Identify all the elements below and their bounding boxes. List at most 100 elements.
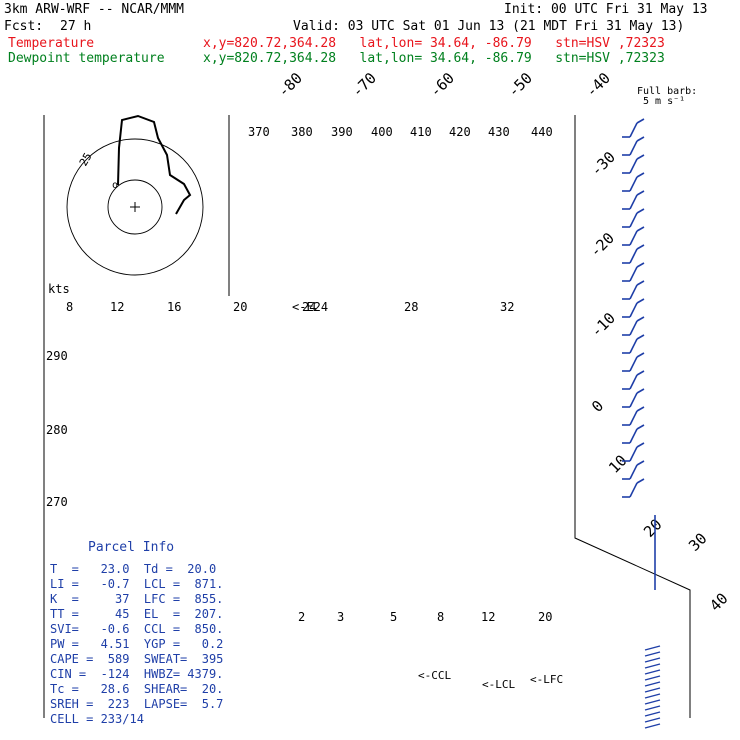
wind-barb <box>629 302 638 318</box>
wind-barb <box>636 370 645 376</box>
wind-barb <box>644 669 661 675</box>
hodograph-ring-label: 25 <box>77 150 95 168</box>
wind-barb <box>629 140 638 156</box>
parcel-row: CIN = -124 HWBZ= 4379. <box>50 667 224 681</box>
parcel-row: K = 37 LFC = 855. <box>50 592 224 606</box>
theta-label: 390 <box>331 125 353 139</box>
parcel-info-title: Parcel Info <box>88 540 175 555</box>
legend-temperature: Temperature <box>8 36 95 51</box>
wind-barb <box>636 226 645 232</box>
wind-barb <box>629 446 638 462</box>
wind-barb <box>636 190 645 196</box>
wind-barb <box>636 442 645 448</box>
wind-barb <box>644 705 661 711</box>
theta-label: 410 <box>410 125 432 139</box>
wind-barb <box>629 356 638 372</box>
parcel-row: CAPE = 589 SWEAT= 395 <box>50 652 224 666</box>
wind-barb <box>644 717 661 723</box>
wind-barb <box>629 158 638 174</box>
wind-barb <box>644 693 661 699</box>
theta-label: 440 <box>531 125 553 139</box>
level-marker-label: <-CCL <box>418 669 451 682</box>
wind-barb <box>629 176 638 192</box>
hodograph-units-label: kts <box>48 282 70 296</box>
plot-right-edge <box>574 490 691 718</box>
theta-label: 280 <box>46 423 68 437</box>
isotherm-label: -70 <box>348 69 380 101</box>
mixing-ratio-label: 5 <box>390 610 397 624</box>
level-marker-label: <-LCL <box>482 678 515 691</box>
isotherm-label: 20 <box>640 515 666 541</box>
theta-label: 430 <box>488 125 510 139</box>
hodograph-speed-label: 32 <box>500 300 514 314</box>
wind-barb <box>636 352 645 358</box>
hodograph-speed-label: 8 <box>66 300 73 314</box>
wind-barb <box>644 663 661 669</box>
parcel-row: LI = -0.7 LCL = 871. <box>50 577 224 591</box>
model-title: 3km ARW-WRF -- NCAR/MMM <box>4 2 185 17</box>
wind-barb <box>636 406 645 412</box>
wind-barb <box>629 374 638 390</box>
wind-barb <box>636 424 645 430</box>
wind-barb <box>636 478 645 484</box>
isotherm-label: -60 <box>426 69 458 101</box>
isotherm-label: 10 <box>605 451 631 477</box>
wind-barb <box>636 388 645 394</box>
parcel-row: SVI= -0.6 CCL = 850. <box>50 622 224 636</box>
isotherm-label: -30 <box>587 148 619 180</box>
wind-barb <box>636 244 645 250</box>
parcel-row: SREH = 223 LAPSE= 5.7 <box>50 697 224 711</box>
wind-barb <box>644 711 661 717</box>
storm-motion-label: <-E24 <box>292 300 328 314</box>
parcel-row: TT = 45 EL = 207. <box>50 607 224 621</box>
isotherm-label: -20 <box>586 229 618 261</box>
wind-barb <box>629 338 638 354</box>
theta-label: 290 <box>46 349 68 363</box>
wind-barb <box>636 172 645 178</box>
wind-barb <box>644 675 661 681</box>
hodograph-trace <box>117 114 192 215</box>
wind-barb <box>644 657 661 663</box>
isotherm-label: -40 <box>582 69 614 101</box>
wind-barb <box>629 284 638 300</box>
wind-barb <box>636 334 645 340</box>
wind-barb <box>629 482 638 498</box>
parcel-row: PW = 4.51 YGP = 0.2 <box>50 637 224 651</box>
wind-barb <box>644 681 661 687</box>
isotherm-label: -50 <box>504 69 536 101</box>
isotherm-label: -10 <box>587 309 619 341</box>
location-dewpoint: x,y=820.72,364.28 lat,lon= 34.64, -86.79… <box>203 51 665 66</box>
wind-barb <box>636 262 645 268</box>
location-temperature: x,y=820.72,364.28 lat,lon= 34.64, -86.79… <box>203 36 665 51</box>
mixing-ratio-label: 8 <box>437 610 444 624</box>
forecast-label: Fcst: <box>4 19 44 34</box>
wind-barb <box>644 699 661 705</box>
wind-barb <box>636 316 645 322</box>
wind-barb <box>644 723 661 729</box>
mixing-ratio-label: 3 <box>337 610 344 624</box>
wind-barb <box>629 212 638 228</box>
legend-dewpoint: Dewpoint temperature <box>8 51 165 66</box>
wind-barb <box>636 298 645 304</box>
hodograph-speed-label: 16 <box>167 300 181 314</box>
isotherm-label: 30 <box>685 529 711 555</box>
wind-barb <box>629 464 638 480</box>
parcel-row: CELL = 233/14 <box>50 712 144 726</box>
hodograph-start-marker: o <box>112 180 118 191</box>
parcel-row: Tc = 28.6 SHEAR= 20. <box>50 682 224 696</box>
wind-barb <box>636 280 645 286</box>
barb-legend-label: Full barb: <box>637 86 697 97</box>
theta-label: 370 <box>248 125 270 139</box>
parcel-row: T = 23.0 Td = 20.0 <box>50 562 217 576</box>
mixing-ratio-label: 12 <box>481 610 495 624</box>
wind-barb <box>636 208 645 214</box>
mixing-ratio-label: 2 <box>298 610 305 624</box>
wind-barb <box>636 154 645 160</box>
wind-barb <box>636 136 645 142</box>
theta-label: 380 <box>291 125 313 139</box>
wind-barb <box>636 118 645 124</box>
wind-barb <box>629 266 638 282</box>
isotherm-label: 0 <box>588 397 607 416</box>
